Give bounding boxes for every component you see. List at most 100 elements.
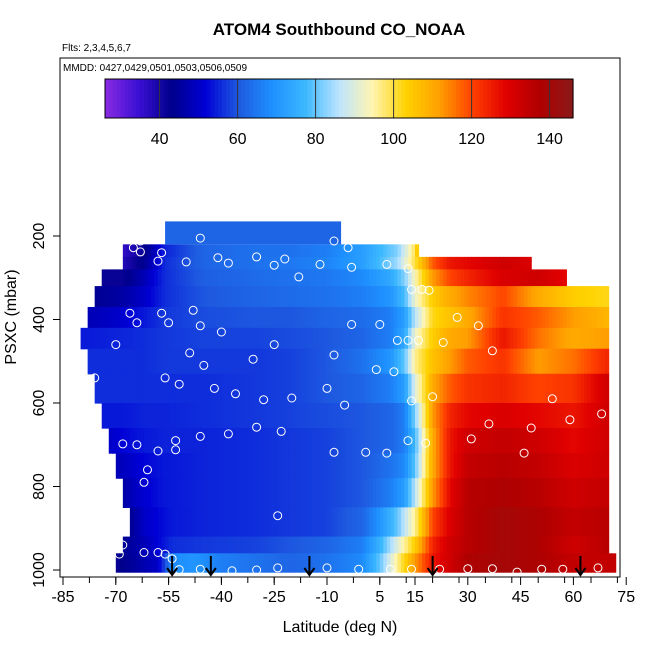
heat-cell [122,286,127,308]
heat-cell [548,507,553,538]
heat-cell [355,507,360,538]
heat-cell [583,373,589,404]
heat-cell [583,306,589,329]
heat-cell [291,348,296,375]
heat-cell [478,507,483,538]
heat-cell [562,478,567,508]
heat-cell [246,306,251,329]
heat-cell [552,453,557,479]
heat-cell [520,348,525,375]
heat-cell [386,327,391,350]
heat-cell [404,553,409,573]
heat-cell [499,536,504,554]
heat-cell [274,286,279,308]
heat-cell [450,507,455,538]
heat-cell [407,428,413,454]
sample-point [382,448,392,458]
heat-cell [151,507,156,538]
heat-cell [196,536,201,554]
heat-cell [105,327,110,350]
heat-cell [143,536,149,554]
heat-cell [256,536,261,554]
colorbar-cell [288,79,293,118]
heat-cell [555,348,560,375]
heat-cell [193,403,198,429]
heat-cell [436,553,441,573]
heat-cell [541,403,546,429]
heat-cell [330,286,335,308]
heat-cell [158,403,163,429]
heat-cell [108,269,113,287]
heat-cell [277,244,282,258]
heat-cell [605,507,610,538]
sample-points [69,233,607,577]
heat-cell [432,269,437,287]
heat-cell [228,453,233,479]
heat-cell [239,507,244,538]
heat-cell [151,244,156,258]
heat-cell [151,286,156,308]
x-tick-label: -85 [51,589,74,606]
heat-cell [520,269,525,287]
heat-cell [119,306,124,329]
heat-cell [379,373,384,404]
heat-cell [330,403,335,429]
heat-cell [295,244,300,258]
heat-cell [256,256,261,270]
heat-cell [136,244,142,258]
heat-cell [154,536,159,554]
heat-cell [467,269,472,287]
heat-cell [165,286,170,308]
heat-cell [256,478,261,508]
heat-cell [548,536,553,554]
sample-point [452,312,462,322]
flight-arrow [205,556,217,577]
heat-cell [443,373,448,404]
heat-cell [309,507,314,538]
x-tick-label: 5 [375,589,384,606]
heat-cell [548,553,553,573]
heat-cell [302,327,307,350]
sample-point [118,439,128,449]
heat-cell [446,507,451,538]
colorbar-cell [159,79,165,118]
colorbar-cell [389,79,395,118]
heat-cell [217,536,222,554]
colorbar-cell [268,79,274,118]
heat-cell [580,536,585,554]
heat-cell [517,256,522,270]
colorbar-cell [132,79,137,118]
heat-cell [404,256,409,270]
heat-cell [108,373,113,404]
heat-cell [154,286,159,308]
heat-cell [186,536,191,554]
heat-cell [165,373,170,404]
heat-cell [189,373,194,404]
heat-cell [541,536,546,554]
heat-cell [281,256,286,270]
heat-cell [312,327,318,350]
heat-cell [376,269,381,287]
heat-cell [284,286,289,308]
heat-cell [400,453,406,479]
heat-cell [94,286,99,308]
sample-point [125,308,135,318]
heat-cell [281,536,286,554]
heat-cell [513,373,518,404]
sample-point [157,308,167,318]
heat-cell [298,306,303,329]
heat-cell [309,536,314,554]
colorbar-cell [522,79,527,118]
heat-cell [457,286,462,308]
heat-cell [270,373,275,404]
heat-cell [182,327,187,350]
colorbar-cell [280,79,285,118]
colorbar-cell [144,79,149,118]
heat-cell [246,536,251,554]
heat-cell [422,256,427,270]
heat-cell [598,373,603,404]
heat-cell [492,327,497,350]
heat-cell [168,478,173,508]
heat-cell [369,244,374,258]
heat-cell [330,373,335,404]
